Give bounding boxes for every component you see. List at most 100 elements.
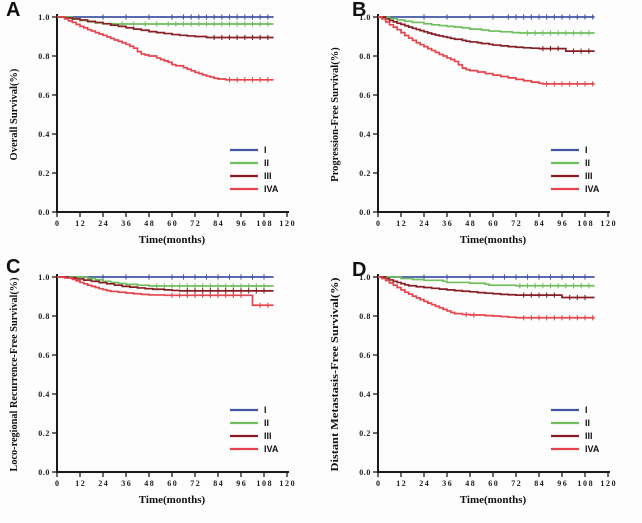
x-tick-label: 84 [213, 219, 224, 228]
panel-c: C 0 12 24 36 48 60 72 84 96 108 120 0.0 0.2 0.4 0.6 0.8… [0, 256, 321, 523]
x-tick-label: 48 [144, 219, 155, 228]
x-tick-label: 84 [534, 219, 545, 228]
x-tick-label: 120 [600, 219, 617, 228]
legend-label-I: I [585, 405, 588, 415]
x-tick-label: 108 [256, 479, 273, 488]
y-tick-label: 0.2 [359, 169, 371, 178]
y-tick-label: 0.8 [359, 52, 371, 61]
x-tick-label: 24 [419, 219, 430, 228]
series-curve-II [57, 276, 274, 287]
x-tick-label: 24 [98, 479, 109, 488]
series-curve-IVA [378, 16, 595, 85]
y-tick-label: 0.2 [38, 169, 50, 178]
km-chart-overall-survival: 0 12 24 36 48 60 72 84 96 108 120 0.0 0.2 0.4 0.6 0.8 1.… [9, 13, 296, 246]
x-tick-label: 36 [121, 219, 132, 228]
x-tick-label: 108 [577, 219, 594, 228]
series-curve-IVA [57, 16, 274, 81]
x-axis-title: Time(months) [460, 494, 527, 506]
x-tick-label: 12 [75, 219, 86, 228]
x-tick-label: 0 [55, 479, 61, 488]
y-axis-title: Distant Metastasis-Free Survival(%) [330, 277, 341, 472]
panel-d-label: D [352, 259, 367, 281]
y-tick-label: 0.8 [38, 52, 50, 61]
legend-label-I: I [264, 405, 267, 415]
y-tick-label: 0.6 [38, 351, 50, 360]
y-tick-label: 1.0 [38, 273, 50, 282]
y-tick-label: 1.0 [359, 13, 371, 22]
y-tick-label: 0.8 [38, 312, 50, 321]
x-tick-label: 120 [279, 479, 296, 488]
panel-c-label: C [6, 256, 21, 278]
x-axis-title: Time(months) [139, 234, 206, 246]
y-tick-label: 0.0 [359, 468, 371, 477]
y-tick-label: 0.4 [38, 390, 50, 399]
x-tick-label: 12 [75, 479, 86, 488]
legend-label-IVA: IVA [585, 184, 600, 194]
km-chart-distant-metastasis-free-survival: 0 12 24 36 48 60 72 84 96 108 120 0.0 0.2 0.4 0.6 0.8 1.… [330, 273, 617, 506]
x-tick-label: 120 [600, 479, 617, 488]
y-tick-label: 0.4 [38, 130, 50, 139]
x-tick-label: 36 [442, 479, 453, 488]
series-curve-III [378, 16, 595, 52]
legend-label-I: I [585, 145, 588, 155]
x-tick-label: 84 [534, 479, 545, 488]
legend-label-IVA: IVA [264, 184, 279, 194]
x-tick-label: 120 [279, 219, 296, 228]
x-tick-label: 60 [488, 479, 499, 488]
x-tick-label: 12 [396, 219, 407, 228]
x-tick-label: 84 [213, 479, 224, 488]
x-tick-label: 0 [55, 219, 61, 228]
x-tick-label: 12 [396, 479, 407, 488]
km-chart-locoregional-recurrence-free-survival: 0 12 24 36 48 60 72 84 96 108 120 0.0 0.2 0.4 0.6 0.8 1.… [9, 273, 296, 506]
x-tick-label: 60 [167, 219, 178, 228]
series-curve-III [378, 276, 595, 299]
x-tick-label: 108 [256, 219, 273, 228]
series-curve-II [378, 16, 595, 34]
y-axis-title: Loco-regional Recurrence-Free Survival(%… [9, 277, 20, 471]
x-tick-label: 60 [488, 219, 499, 228]
legend-label-III: III [585, 431, 593, 441]
panel-b-label: B [352, 0, 367, 21]
x-tick-label: 36 [121, 479, 132, 488]
x-tick-label: 48 [465, 219, 476, 228]
legend-label-III: III [585, 171, 593, 181]
panel-d: D 0 12 24 36 48 60 72 84 96 108 120 0.0 0.2 0.4 0.6 0.8… [321, 260, 642, 523]
legend-label-IVA: IVA [585, 444, 600, 454]
y-tick-label: 0.6 [38, 91, 50, 100]
y-tick-label: 0.0 [38, 208, 50, 217]
y-tick-label: 0.2 [38, 429, 50, 438]
legend-label-II: II [585, 418, 590, 428]
panel-b: B 0 12 24 36 48 60 72 84 96 108 120 0.0 0.2 0.4 0.6 0.8… [321, 0, 642, 263]
series-curve-III [57, 16, 274, 39]
x-tick-label: 72 [511, 479, 522, 488]
y-axis-title: Progression-Free Survival(%) [330, 47, 341, 182]
x-tick-label: 0 [376, 219, 382, 228]
legend-label-II: II [585, 158, 590, 168]
panel-a: A 0 12 24 36 48 60 72 84 96 108 120 0.0 0.2 0.4 0.6 0.8… [0, 0, 321, 263]
x-tick-label: 72 [190, 219, 201, 228]
series-curve-IVA [57, 276, 274, 307]
y-tick-label: 1.0 [38, 13, 50, 22]
y-tick-label: 0.6 [359, 91, 371, 100]
x-tick-label: 36 [442, 219, 453, 228]
x-tick-label: 48 [465, 479, 476, 488]
panel-a-label: A [6, 0, 21, 21]
series-curve-II [378, 276, 595, 287]
y-tick-label: 1.0 [359, 273, 371, 282]
y-tick-label: 0.4 [359, 130, 371, 139]
x-tick-label: 108 [577, 479, 594, 488]
legend-label-II: II [264, 158, 269, 168]
series-curve-IVA [378, 276, 595, 319]
km-chart-progression-free-survival: 0 12 24 36 48 60 72 84 96 108 120 0.0 0.2 0.4 0.6 0.8 1.… [330, 13, 617, 246]
x-tick-label: 72 [511, 219, 522, 228]
legend-label-II: II [264, 418, 269, 428]
y-tick-label: 0.0 [38, 468, 50, 477]
legend-label-I: I [264, 145, 267, 155]
legend-label-III: III [264, 171, 272, 181]
x-tick-label: 24 [419, 479, 430, 488]
